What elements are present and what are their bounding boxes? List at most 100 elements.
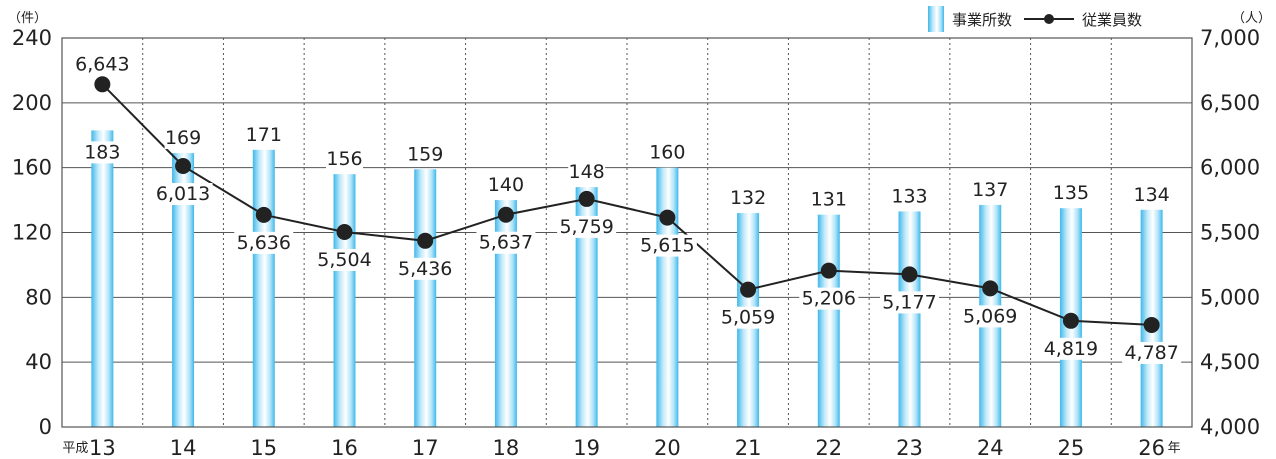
x-tick-label: 22 — [815, 436, 842, 459]
x-suffix-label: 年 — [1168, 441, 1181, 456]
line-value-label-bg — [557, 215, 617, 238]
bar-value-label-bg — [648, 141, 686, 164]
line-value-label: 5,059 — [721, 307, 775, 329]
plot-frame — [61, 37, 1193, 428]
line-value-label: 4,819 — [1044, 338, 1098, 360]
x-tick-label: 25 — [1058, 436, 1085, 459]
bar-value-label: 132 — [730, 187, 766, 209]
line-point — [255, 206, 272, 223]
bar-value-label: 137 — [972, 179, 1008, 201]
x-tick-label: 16 — [331, 436, 358, 459]
bar-value-label-bg — [891, 185, 928, 208]
bar — [252, 149, 275, 427]
bar-value-label: 156 — [326, 148, 362, 170]
bar-value-label: 133 — [891, 185, 927, 207]
y-left-tick-label: 160 — [12, 156, 52, 180]
x-tick-label: 20 — [654, 436, 681, 459]
bar — [333, 174, 356, 427]
line-point — [659, 209, 676, 226]
y-right-tick-label: 6,500 — [1200, 91, 1260, 115]
line-value-label: 5,206 — [802, 288, 856, 310]
axes: 0 40 80 120 160 200 240 4,000 4,500 5,000 5,500 6,0… — [8, 11, 1271, 459]
line-value-label-bg — [637, 234, 697, 257]
line-point — [578, 190, 595, 207]
legend-label-bars: 事業所数 — [952, 11, 1012, 29]
line-point — [417, 232, 434, 249]
legend-bar-swatch — [928, 6, 944, 32]
x-tick-label: 24 — [977, 436, 1004, 459]
line-value-label: 5,436 — [398, 258, 452, 280]
line-value-label-bg — [1041, 337, 1101, 360]
y-right-tick-label: 5,000 — [1200, 285, 1260, 309]
x-tick-label: 19 — [573, 436, 600, 459]
line-value-label: 5,636 — [237, 232, 291, 254]
line-value-label-bg — [880, 291, 939, 314]
line-value-label: 6,643 — [75, 53, 129, 75]
bar-value-label: 140 — [488, 174, 524, 196]
line-point — [740, 281, 757, 298]
bar-value-label-bg — [1052, 182, 1090, 205]
line-point — [1143, 316, 1160, 333]
line-point — [982, 280, 999, 297]
bar — [656, 167, 679, 427]
employee-line — [101, 83, 1152, 326]
line-value-label-bg — [476, 231, 536, 254]
bar-value-label-bg — [568, 161, 606, 184]
x-prefix-label: 平成 — [62, 441, 88, 456]
line-value-label: 6,013 — [156, 183, 210, 205]
y-left-unit: （件） — [8, 11, 47, 26]
data-labels: 183 169 171 156 159 140 148 160 132 131 133 137 135 1… — [72, 53, 1182, 364]
x-tick-label: 13 — [89, 436, 116, 459]
line-value-label: 4,787 — [1124, 342, 1178, 364]
y-right-unit: （人） — [1232, 11, 1271, 26]
y-right-tick-label: 6,000 — [1200, 156, 1260, 180]
y-left-tick-label: 240 — [12, 26, 52, 50]
legend-line-marker — [1044, 14, 1054, 24]
line-value-label-bg — [153, 182, 213, 205]
line-point — [901, 266, 918, 283]
bar-value-label-bg — [1133, 183, 1171, 206]
line-point — [175, 157, 192, 174]
line-value-label: 5,504 — [317, 249, 371, 271]
line-value-label: 5,177 — [882, 291, 936, 313]
bar-value-label: 160 — [649, 142, 685, 164]
x-tick-label: 21 — [735, 436, 762, 459]
line-series — [94, 76, 1160, 333]
bar-value-label: 131 — [811, 189, 847, 211]
bar — [172, 153, 195, 427]
line-value-label-bg — [960, 305, 1020, 328]
y-left-tick-label: 80 — [25, 285, 52, 309]
y-right-tick-label: 4,000 — [1200, 415, 1260, 439]
bar — [414, 169, 437, 427]
x-tick-label: 26 — [1138, 436, 1165, 459]
x-tick-label: 18 — [493, 436, 520, 459]
x-tick-label: 15 — [250, 436, 277, 459]
line-point — [497, 206, 514, 223]
y-left-tick-label: 120 — [12, 221, 52, 245]
bar-value-label-bg — [729, 187, 767, 210]
bar-value-label-bg — [810, 188, 848, 211]
line-value-label-bg — [72, 53, 132, 76]
legend-label-line: 従業員数 — [1082, 11, 1142, 29]
grid — [62, 37, 1192, 428]
bar-value-label: 159 — [407, 143, 443, 165]
line-value-label: 5,637 — [479, 232, 533, 254]
y-right-tick-label: 5,500 — [1200, 221, 1260, 245]
line-point — [94, 76, 111, 93]
line-value-label-bg — [395, 257, 455, 280]
bar-value-label-bg — [245, 123, 283, 146]
y-left-tick-label: 200 — [12, 91, 52, 115]
bar-value-label-bg — [487, 174, 525, 197]
bar — [91, 130, 114, 427]
line-value-label: 5,759 — [559, 216, 613, 238]
line-value-label: 5,615 — [640, 235, 694, 257]
bar — [898, 211, 921, 427]
bar-value-label: 183 — [84, 141, 120, 163]
line-value-label-bg — [718, 306, 778, 329]
line-value-label-bg — [1122, 341, 1182, 364]
x-tick-label: 17 — [412, 436, 439, 459]
line-value-label-bg — [234, 231, 294, 254]
y-right-tick-label: 7,000 — [1200, 26, 1260, 50]
line-value-label-bg — [799, 287, 859, 310]
